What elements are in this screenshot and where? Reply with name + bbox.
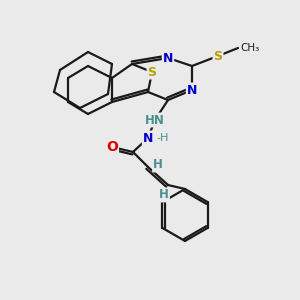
Text: CH₃: CH₃ (240, 43, 259, 53)
Text: -H: -H (156, 133, 168, 143)
Text: O: O (106, 140, 118, 154)
Text: N: N (187, 83, 197, 97)
Text: S: S (148, 65, 157, 79)
Text: S: S (214, 50, 223, 62)
Text: HN: HN (145, 113, 165, 127)
Text: H: H (153, 158, 163, 172)
Text: N: N (163, 52, 173, 64)
Text: H: H (159, 188, 169, 202)
Text: N: N (143, 131, 153, 145)
